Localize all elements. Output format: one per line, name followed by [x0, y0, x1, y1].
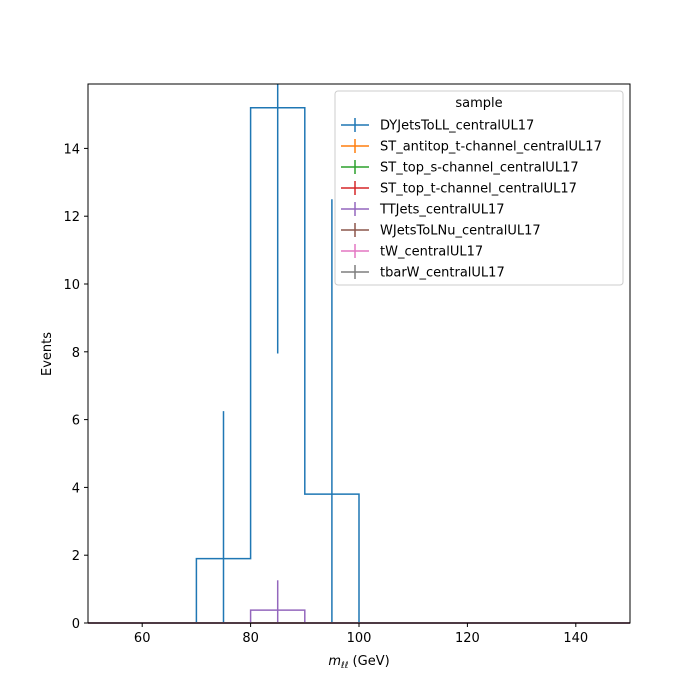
y-tick-label: 12 — [63, 210, 80, 225]
y-tick-label: 8 — [72, 346, 80, 361]
x-tick-label: 80 — [242, 631, 259, 646]
x-axis-label: mℓℓ (GeV) — [328, 654, 389, 671]
legend-entry-st-antitop-t-channel-centralul17: ST_antitop_t-channel_centralUL17 — [341, 139, 602, 155]
legend-label: ST_antitop_t-channel_centralUL17 — [380, 140, 602, 155]
x-axis: 60 80 100 120 140 — [134, 623, 588, 646]
x-tick-label: 140 — [563, 631, 588, 646]
legend-label: WJetsToLNu_centralUL17 — [380, 224, 541, 239]
legend-label: ST_top_s-channel_centralUL17 — [380, 161, 579, 176]
y-axis-label: Events — [40, 332, 55, 376]
legend-entry-dyjetstoll-centralul17: DYJetsToLL_centralUL17 — [341, 118, 534, 134]
y-tick-label: 14 — [63, 142, 80, 157]
legend-entry-ttjets-centralul17: TTJets_centralUL17 — [341, 202, 505, 218]
legend-frame — [334, 90, 624, 286]
x-axis-label-base: m — [328, 654, 341, 669]
legend-label: tbarW_centralUL17 — [380, 266, 505, 281]
y-tick-label: 2 — [72, 549, 80, 564]
x-tick-label: 120 — [455, 631, 480, 646]
legend-entries: DYJetsToLL_centralUL17 ST_antitop_t-chann… — [341, 118, 602, 281]
legend-entry-st-top-s-channel-centralul17: ST_top_s-channel_centralUL17 — [341, 160, 579, 176]
legend-label: TTJets_centralUL17 — [379, 203, 505, 218]
axes-frame — [87, 83, 631, 624]
x-axis-label-subscript: ℓℓ — [340, 661, 348, 671]
y-axis: 0 2 4 6 8 10 12 14 — [63, 142, 88, 632]
legend-label: DYJetsToLL_centralUL17 — [380, 119, 534, 134]
x-tick-label: 100 — [347, 631, 372, 646]
x-tick-label: 60 — [134, 631, 151, 646]
legend-label: ST_top_t-channel_centralUL17 — [380, 182, 577, 197]
legend-entry-st-top-t-channel-centralul17: ST_top_t-channel_centralUL17 — [341, 181, 577, 197]
x-axis-label-unit: (GeV) — [348, 654, 389, 669]
legend-label: tW_centralUL17 — [380, 245, 483, 260]
y-tick-label: 0 — [72, 617, 80, 632]
legend-entry-tbarw-centralul17: tbarW_centralUL17 — [341, 265, 505, 281]
y-tick-label: 4 — [72, 481, 80, 496]
legend-entry-tw-centralul17: tW_centralUL17 — [341, 244, 483, 260]
legend: sample DYJetsToLL_centralUL17 ST_antitop_… — [334, 90, 624, 286]
y-tick-label: 6 — [72, 414, 80, 429]
legend-title: sample — [455, 96, 502, 111]
legend-entry-wjetstolnu-centralul17: WJetsToLNu_centralUL17 — [341, 223, 541, 239]
y-tick-label: 10 — [63, 278, 80, 293]
